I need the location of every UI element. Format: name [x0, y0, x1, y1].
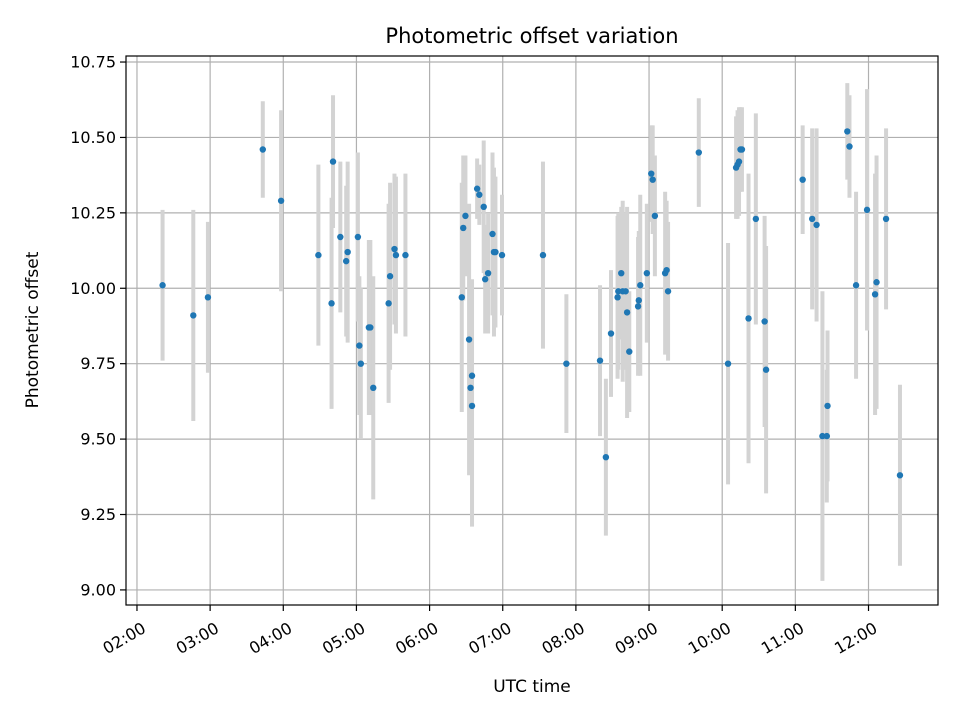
data-point	[393, 252, 399, 258]
data-point	[624, 309, 630, 315]
data-point	[739, 146, 745, 152]
data-point	[343, 258, 349, 264]
data-point	[753, 216, 759, 222]
data-point	[469, 403, 475, 409]
data-point	[853, 282, 859, 288]
data-point	[761, 318, 767, 324]
data-point	[665, 288, 671, 294]
data-point	[391, 246, 397, 252]
data-point	[459, 294, 465, 300]
data-point	[358, 360, 364, 366]
data-point	[652, 213, 658, 219]
x-axis-label: UTC time	[493, 677, 571, 697]
data-point	[462, 213, 468, 219]
y-tick-label: 10.50	[70, 128, 116, 147]
data-point	[799, 176, 805, 182]
data-point	[481, 204, 487, 210]
data-point	[387, 273, 393, 279]
data-point	[736, 158, 742, 164]
data-point	[873, 279, 879, 285]
data-point	[763, 367, 769, 373]
data-point	[337, 234, 343, 240]
y-tick-label: 9.75	[80, 354, 116, 373]
data-point	[370, 385, 376, 391]
data-point	[824, 433, 830, 439]
data-point	[603, 454, 609, 460]
y-tick-label: 10.75	[70, 53, 116, 72]
data-point	[637, 282, 643, 288]
data-point	[650, 176, 656, 182]
data-point	[844, 128, 850, 134]
data-point	[813, 222, 819, 228]
data-point	[469, 373, 475, 379]
y-tick-label: 9.50	[80, 430, 116, 449]
data-point	[499, 252, 505, 258]
data-point	[846, 143, 852, 149]
data-point	[725, 360, 731, 366]
data-point	[260, 146, 266, 152]
data-point	[482, 276, 488, 282]
data-point	[696, 149, 702, 155]
data-point	[489, 231, 495, 237]
data-point	[864, 207, 870, 213]
data-point	[190, 312, 196, 318]
data-point	[492, 249, 498, 255]
data-point	[883, 216, 889, 222]
data-point	[648, 170, 654, 176]
data-point	[402, 252, 408, 258]
data-point	[608, 330, 614, 336]
data-point	[636, 297, 642, 303]
data-point	[466, 336, 472, 342]
data-point	[485, 270, 491, 276]
data-point	[809, 216, 815, 222]
data-point	[355, 234, 361, 240]
data-point	[626, 348, 632, 354]
data-point	[540, 252, 546, 258]
data-point	[824, 403, 830, 409]
data-point	[330, 158, 336, 164]
data-point	[460, 225, 466, 231]
y-tick-label: 10.00	[70, 279, 116, 298]
data-point	[614, 294, 620, 300]
data-point	[205, 294, 211, 300]
data-point	[663, 267, 669, 273]
data-point	[872, 291, 878, 297]
y-tick-label: 10.25	[70, 203, 116, 222]
y-tick-label: 9.25	[80, 505, 116, 524]
data-point	[618, 270, 624, 276]
y-tick-label: 9.00	[80, 580, 116, 599]
data-point	[474, 186, 480, 192]
data-point	[367, 324, 373, 330]
data-point	[385, 300, 391, 306]
data-point	[644, 270, 650, 276]
data-point	[328, 300, 334, 306]
data-point	[278, 198, 284, 204]
data-point	[745, 315, 751, 321]
data-point	[476, 192, 482, 198]
data-point	[597, 357, 603, 363]
data-point	[356, 342, 362, 348]
data-point	[563, 360, 569, 366]
data-point	[635, 303, 641, 309]
data-point	[344, 249, 350, 255]
data-point	[315, 252, 321, 258]
data-point	[467, 385, 473, 391]
data-point	[159, 282, 165, 288]
y-axis-label: Photometric offset	[23, 251, 43, 408]
data-point	[622, 288, 628, 294]
chart-title: Photometric offset variation	[385, 24, 678, 48]
data-point	[897, 472, 903, 478]
